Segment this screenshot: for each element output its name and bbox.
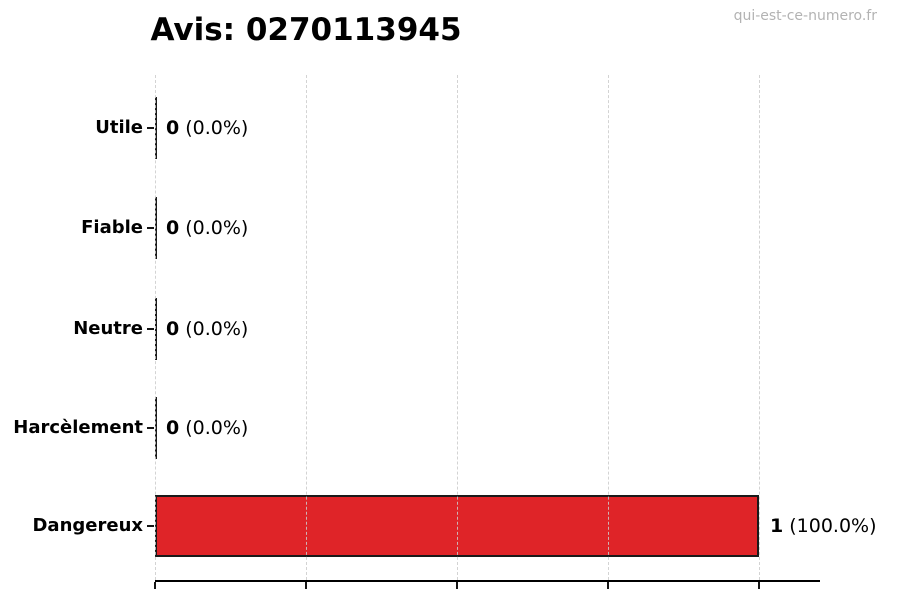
x-tick	[456, 582, 458, 589]
bar-fiable	[155, 197, 157, 259]
bar-utile	[155, 97, 157, 159]
category-label-harcelement: Harcèlement	[13, 417, 143, 438]
value-count: 0	[166, 417, 180, 439]
value-count: 0	[166, 217, 180, 239]
value-count: 0	[166, 117, 180, 139]
value-label-fiable: 0 (0.0%)	[166, 216, 248, 240]
watermark: qui-est-ce-numero.fr	[733, 8, 877, 24]
value-label-neutre: 0 (0.0%)	[166, 317, 248, 341]
value-label-utile: 0 (0.0%)	[166, 116, 248, 140]
y-tick	[147, 127, 154, 129]
value-count: 0	[166, 318, 180, 340]
gridline	[457, 75, 458, 580]
plot-area	[155, 75, 820, 582]
bar-neutre	[155, 298, 157, 360]
chart-title: Avis: 0270113945	[150, 12, 462, 48]
x-tick	[154, 582, 156, 589]
category-label-fiable: Fiable	[81, 217, 143, 238]
value-label-dangereux: 1 (100.0%)	[770, 514, 877, 538]
gridline	[306, 75, 307, 580]
value-percent: (100.0%)	[789, 515, 877, 537]
value-label-harcelement: 0 (0.0%)	[166, 416, 248, 440]
category-label-neutre: Neutre	[73, 318, 143, 339]
y-tick	[147, 525, 154, 527]
bar-harcelement	[155, 397, 157, 459]
value-percent: (0.0%)	[185, 318, 249, 340]
y-tick	[147, 427, 154, 429]
gridline	[608, 75, 609, 580]
value-percent: (0.0%)	[185, 417, 249, 439]
category-label-dangereux: Dangereux	[32, 515, 143, 536]
y-tick	[147, 227, 154, 229]
category-label-utile: Utile	[95, 117, 143, 138]
gridline	[155, 75, 156, 580]
y-tick	[147, 328, 154, 330]
x-tick	[607, 582, 609, 589]
x-tick	[305, 582, 307, 589]
value-count: 1	[770, 515, 784, 537]
x-tick	[758, 582, 760, 589]
value-percent: (0.0%)	[185, 117, 249, 139]
gridline	[759, 75, 760, 580]
value-percent: (0.0%)	[185, 217, 249, 239]
